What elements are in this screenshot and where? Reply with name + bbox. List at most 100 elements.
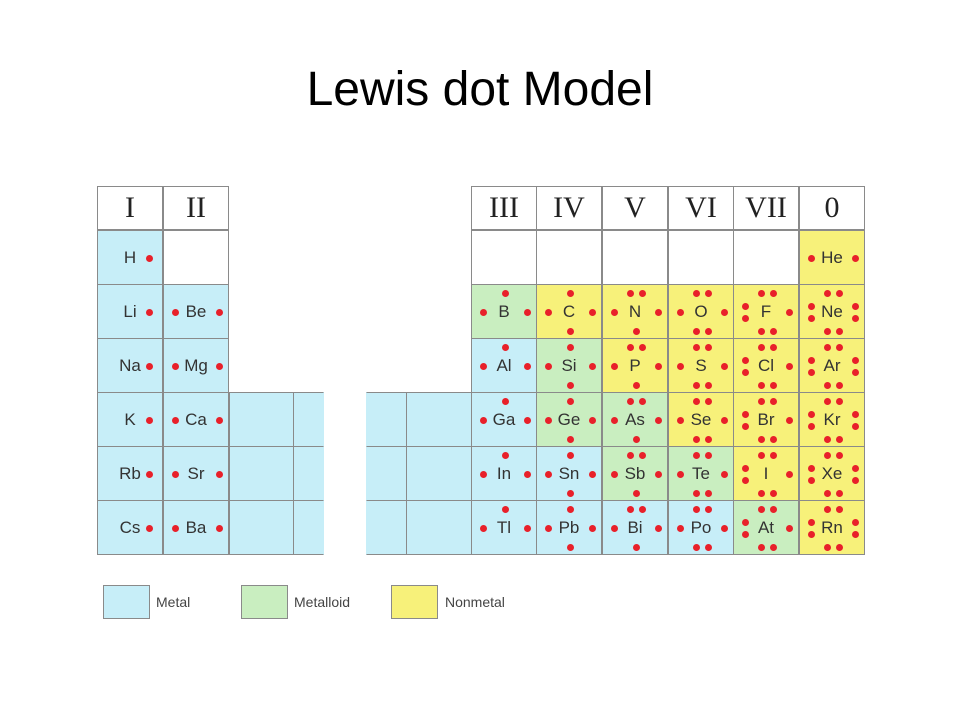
valence-electron-dot (215, 417, 223, 424)
valence-electron-dot (823, 436, 831, 443)
valence-electron-dot (610, 525, 618, 532)
element-symbol: Se (690, 409, 712, 429)
valence-electron-dot (626, 344, 634, 351)
valence-electron-dot (632, 328, 640, 335)
transition-block-cell (406, 446, 472, 501)
valence-electron-dot (692, 506, 700, 513)
valence-electron-dot (676, 363, 684, 370)
valence-electron-dot (835, 506, 843, 513)
valence-electron-dot (632, 490, 640, 497)
valence-electron-dot (215, 363, 223, 370)
valence-electron-dot (215, 525, 223, 532)
element-symbol: Br (757, 409, 775, 429)
valence-electron-dot (704, 506, 712, 513)
element-cell-ge: Ge (536, 392, 602, 447)
element-symbol: K (124, 409, 136, 429)
valence-electron-dot (479, 417, 487, 424)
valence-electron-dot (823, 544, 831, 551)
valence-electron-dot (566, 506, 574, 513)
valence-electron-dot (769, 490, 777, 497)
valence-electron-dot (823, 344, 831, 351)
element-cell-te: Te (668, 446, 734, 501)
valence-electron-dot (479, 525, 487, 532)
legend-swatch-metalloid (241, 585, 288, 619)
valence-electron-dot (638, 506, 646, 513)
valence-electron-dot (171, 417, 179, 424)
element-cell-i: I (733, 446, 799, 501)
valence-electron-dot (638, 344, 646, 351)
valence-electron-dot (523, 363, 531, 370)
valence-electron-dot (720, 417, 728, 424)
valence-electron-dot (566, 398, 574, 405)
valence-electron-dot (692, 290, 700, 297)
element-symbol: O (694, 301, 708, 321)
valence-electron-dot (566, 544, 574, 551)
valence-electron-dot (704, 344, 712, 351)
valence-electron-dot (741, 315, 749, 322)
valence-electron-dot (692, 452, 700, 459)
valence-electron-dot (704, 452, 712, 459)
element-cell-li: Li (97, 284, 163, 339)
element-symbol: B (498, 301, 510, 321)
valence-electron-dot (171, 309, 179, 316)
element-symbol: Kr (823, 409, 841, 429)
valence-electron-dot (785, 309, 793, 316)
group-header-v: V (602, 186, 668, 230)
legend-label-metal: Metal (156, 594, 191, 610)
element-symbol: Be (185, 301, 207, 321)
element-symbol: Te (692, 463, 710, 483)
valence-electron-dot (720, 525, 728, 532)
valence-electron-dot (835, 436, 843, 443)
element-symbol: Cl (757, 355, 775, 375)
valence-electron-dot (692, 344, 700, 351)
valence-electron-dot (610, 471, 618, 478)
valence-electron-dot (851, 423, 859, 430)
element-cell-c: C (536, 284, 602, 339)
legend-swatch-nonmetal (391, 585, 438, 619)
valence-electron-dot (704, 398, 712, 405)
element-symbol: Po (690, 517, 712, 537)
element-cell-ca: Ca (163, 392, 229, 447)
valence-electron-dot (610, 417, 618, 424)
element-symbol: Rn (821, 517, 843, 537)
valence-electron-dot (704, 328, 712, 335)
valence-electron-dot (588, 363, 596, 370)
valence-electron-dot (807, 357, 815, 364)
valence-electron-dot (823, 328, 831, 335)
valence-electron-dot (807, 411, 815, 418)
valence-electron-dot (807, 369, 815, 376)
valence-electron-dot (638, 398, 646, 405)
element-cell-k: K (97, 392, 163, 447)
element-cell-b: B (471, 284, 537, 339)
valence-electron-dot (544, 525, 552, 532)
valence-electron-dot (757, 490, 765, 497)
transition-block-cell (293, 392, 324, 447)
element-cell-as: As (602, 392, 668, 447)
valence-electron-dot (704, 544, 712, 551)
valence-electron-dot (676, 417, 684, 424)
valence-electron-dot (145, 525, 153, 532)
valence-electron-dot (566, 344, 574, 351)
valence-electron-dot (523, 525, 531, 532)
element-cell-na: Na (97, 338, 163, 393)
valence-electron-dot (501, 290, 509, 297)
valence-electron-dot (823, 490, 831, 497)
element-cell-f: F (733, 284, 799, 339)
element-cell-sr: Sr (163, 446, 229, 501)
valence-electron-dot (769, 398, 777, 405)
valence-electron-dot (851, 255, 859, 262)
valence-electron-dot (807, 303, 815, 310)
element-symbol: Na (119, 355, 141, 375)
valence-electron-dot (215, 309, 223, 316)
valence-electron-dot (823, 382, 831, 389)
valence-electron-dot (704, 490, 712, 497)
element-cell-empty (536, 230, 602, 285)
element-cell-pb: Pb (536, 500, 602, 555)
transition-block-cell (406, 392, 472, 447)
valence-electron-dot (757, 398, 765, 405)
valence-electron-dot (626, 290, 634, 297)
valence-electron-dot (757, 506, 765, 513)
valence-electron-dot (835, 452, 843, 459)
element-cell-sb: Sb (602, 446, 668, 501)
valence-electron-dot (835, 382, 843, 389)
